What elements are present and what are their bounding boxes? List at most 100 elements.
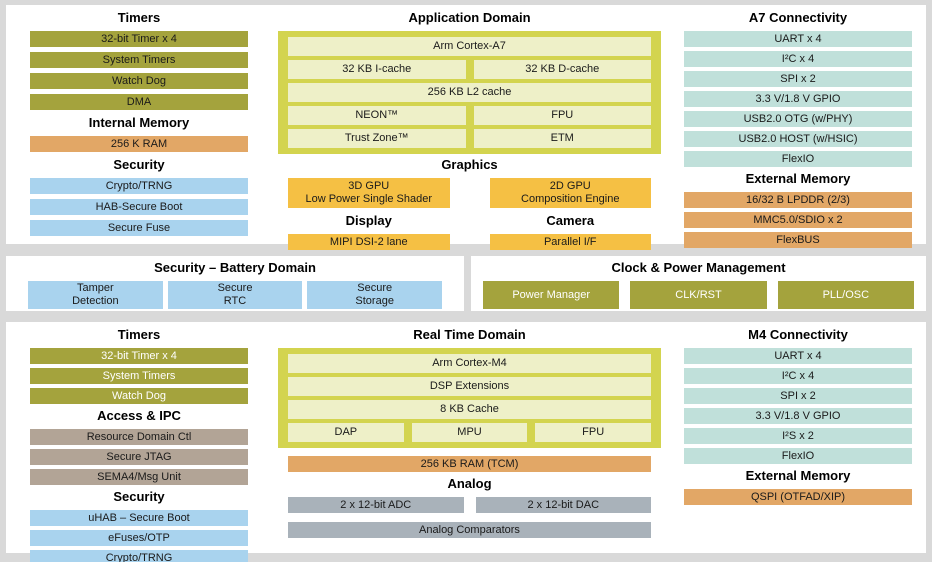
cortex-a7-container: Arm Cortex-A7 32 KB I-cache 32 KB D-cach… — [278, 31, 661, 154]
block-hab-secure-boot: HAB-Secure Boot — [30, 199, 248, 215]
block-secure-storage: Secure Storage — [307, 281, 443, 309]
security-header: Security — [113, 157, 165, 172]
block-a7-spi: SPI x 2 — [684, 71, 912, 87]
a7-external-memory-header: External Memory — [745, 171, 851, 186]
cpu-row: NEON™ FPU — [288, 106, 651, 125]
block-arm-cortex-m4: Arm Cortex-M4 — [288, 354, 651, 373]
cpu-row: Arm Cortex-A7 — [288, 37, 651, 56]
security-battery-panel: Security – Battery Domain Tamper Detecti… — [6, 256, 464, 311]
block-uhab-secure-boot: uHAB – Secure Boot — [30, 510, 248, 526]
block-trust-zone: Trust Zone™ — [288, 129, 466, 148]
access-ipc-header: Access & IPC — [97, 408, 181, 423]
block-tamper-detection: Tamper Detection — [28, 281, 163, 309]
block-sema4-msg-unit: SEMA4/Msg Unit — [30, 469, 248, 485]
block-mipi-dsi: MIPI DSI-2 lane — [288, 234, 450, 250]
analog-row-1: 2 x 12-bit ADC 2 x 12-bit DAC — [278, 497, 661, 517]
m4-external-memory-header: External Memory — [745, 468, 851, 483]
block-dma: DMA — [30, 94, 248, 110]
graphics-header: Graphics — [441, 157, 498, 172]
graphics-row: 3D GPU Low Power Single Shader 2D GPU Co… — [278, 178, 661, 208]
block-3d-gpu: 3D GPU Low Power Single Shader — [288, 178, 450, 208]
block-m4-gpio: 3.3 V/1.8 V GPIO — [684, 408, 912, 424]
top-left-column: Timers 32-bit Timer x 4 System Timers Wa… — [30, 7, 248, 241]
security-battery-row: Tamper Detection Secure RTC Secure Stora… — [6, 281, 464, 309]
block-arm-cortex-a7: Arm Cortex-A7 — [288, 37, 651, 56]
bottom-left-column: Timers 32-bit Timer x 4 System Timers Wa… — [30, 324, 248, 562]
block-icache: 32 KB I-cache — [288, 60, 466, 79]
camera-header: Camera — [546, 213, 595, 228]
cpu-row: 256 KB L2 cache — [288, 83, 651, 102]
block-m4-crypto-trng: Crypto/TRNG — [30, 550, 248, 562]
analog-header: Analog — [447, 476, 492, 491]
block-fpu-m4: FPU — [535, 423, 652, 442]
block-m4-flexio: FlexIO — [684, 448, 912, 464]
block-l2-cache: 256 KB L2 cache — [288, 83, 651, 102]
block-a7-uart: UART x 4 — [684, 31, 912, 47]
block-crypto-trng: Crypto/TRNG — [30, 178, 248, 194]
bottom-center-column: Real Time Domain Arm Cortex-M4 DSP Exten… — [278, 324, 661, 547]
block-qspi: QSPI (OTFAD/XIP) — [684, 489, 912, 505]
cpu-row: DAP MPU FPU — [288, 423, 652, 442]
block-m4-32bit-timer: 32-bit Timer x 4 — [30, 348, 248, 364]
block-fpu-a7: FPU — [473, 106, 651, 125]
clock-power-panel: Clock & Power Management Power Manager C… — [471, 256, 926, 311]
display-camera-blocks: MIPI DSI-2 lane Parallel I/F — [278, 234, 661, 250]
block-neon: NEON™ — [288, 106, 466, 125]
block-mmc-sdio: MMC5.0/SDIO x 2 — [684, 212, 912, 228]
block-m4-watch-dog: Watch Dog — [30, 388, 248, 404]
block-dap: DAP — [288, 423, 404, 442]
block-clk-rst: CLK/RST — [630, 281, 767, 309]
block-m4-system-timers: System Timers — [30, 368, 248, 384]
display-camera-headers: Display Camera — [278, 213, 661, 229]
block-2d-gpu: 2D GPU Composition Engine — [489, 178, 651, 208]
block-parallel-if: Parallel I/F — [489, 234, 651, 250]
cortex-m4-container: Arm Cortex-M4 DSP Extensions 8 KB Cache … — [278, 348, 661, 448]
block-256kb-ram-tcm: 256 KB RAM (TCM) — [288, 456, 651, 472]
m4-connectivity-header: M4 Connectivity — [748, 327, 848, 342]
block-system-timers: System Timers — [30, 52, 248, 68]
cpu-row: 8 KB Cache — [288, 400, 651, 419]
display-header: Display — [345, 213, 392, 228]
a7-connectivity-header: A7 Connectivity — [748, 10, 848, 25]
cpu-row: Trust Zone™ ETM — [288, 129, 651, 148]
application-domain-panel: Timers 32-bit Timer x 4 System Timers Wa… — [6, 5, 926, 250]
timers-header: Timers — [117, 10, 161, 25]
block-lpddr: 16/32 B LPDDR (2/3) — [684, 192, 912, 208]
block-analog-comparators: Analog Comparators — [288, 522, 651, 538]
block-dac: 2 x 12-bit DAC — [475, 497, 651, 513]
block-usb-host: USB2.0 HOST (w/HSIC) — [684, 131, 912, 147]
block-adc: 2 x 12-bit ADC — [288, 497, 464, 513]
block-m4-i2c: I²C x 4 — [684, 368, 912, 384]
block-256k-ram: 256 K RAM — [30, 136, 248, 152]
block-power-manager: Power Manager — [483, 281, 620, 309]
real-time-domain-panel: Timers 32-bit Timer x 4 System Timers Wa… — [6, 322, 926, 562]
block-a7-gpio: 3.3 V/1.8 V GPIO — [684, 91, 912, 107]
cpu-row: DSP Extensions — [288, 377, 651, 396]
cpu-row: Arm Cortex-M4 — [288, 354, 651, 373]
block-a7-flexio: FlexIO — [684, 151, 912, 167]
block-8kb-cache: 8 KB Cache — [288, 400, 651, 419]
clock-power-row: Power Manager CLK/RST PLL/OSC — [471, 281, 926, 309]
security-battery-header: Security – Battery Domain — [154, 260, 316, 275]
cpu-row: 32 KB I-cache 32 KB D-cache — [288, 60, 651, 79]
block-secure-fuse: Secure Fuse — [30, 220, 248, 236]
block-secure-rtc: Secure RTC — [167, 281, 303, 309]
block-secure-jtag: Secure JTAG — [30, 449, 248, 465]
block-a7-i2c: I²C x 4 — [684, 51, 912, 67]
block-usb-otg: USB2.0 OTG (w/PHY) — [684, 111, 912, 127]
block-dcache: 32 KB D-cache — [473, 60, 651, 79]
application-domain-header: Application Domain — [408, 10, 531, 25]
clock-power-header: Clock & Power Management — [611, 260, 786, 275]
top-right-column: A7 Connectivity UART x 4 I²C x 4 SPI x 2… — [684, 7, 912, 252]
analog-row-2: Analog Comparators — [278, 522, 661, 542]
block-etm: ETM — [473, 129, 651, 148]
block-flexbus: FlexBUS — [684, 232, 912, 248]
block-m4-spi: SPI x 2 — [684, 388, 912, 404]
top-center-column: Application Domain Arm Cortex-A7 32 KB I… — [278, 7, 661, 255]
block-pll-osc: PLL/OSC — [777, 281, 914, 309]
block-m4-uart: UART x 4 — [684, 348, 912, 364]
block-dsp-extensions: DSP Extensions — [288, 377, 651, 396]
real-time-domain-header: Real Time Domain — [413, 327, 526, 342]
block-mpu: MPU — [411, 423, 528, 442]
